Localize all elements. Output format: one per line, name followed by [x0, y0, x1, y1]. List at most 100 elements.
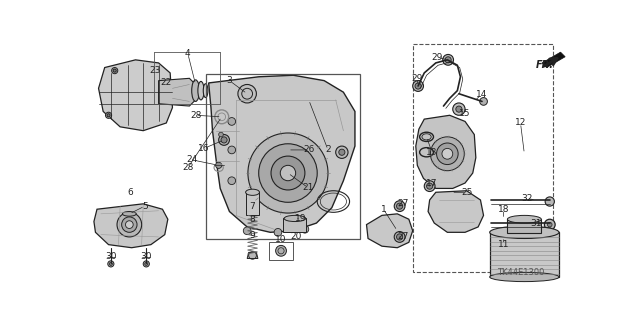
Text: 9: 9 — [250, 231, 255, 240]
Circle shape — [221, 137, 227, 143]
Text: 23: 23 — [150, 66, 161, 75]
Text: 11: 11 — [498, 240, 509, 249]
Circle shape — [456, 106, 462, 112]
Circle shape — [143, 261, 149, 267]
Polygon shape — [542, 52, 565, 68]
Text: 21: 21 — [302, 183, 314, 192]
Circle shape — [111, 68, 118, 74]
Circle shape — [280, 165, 296, 181]
Text: 6: 6 — [127, 188, 133, 197]
Text: 26: 26 — [303, 145, 314, 154]
Circle shape — [443, 55, 454, 65]
Circle shape — [427, 183, 433, 189]
Text: FR.: FR. — [536, 60, 554, 70]
Text: 8: 8 — [250, 216, 255, 225]
Text: 17: 17 — [426, 179, 438, 188]
Text: 7: 7 — [250, 202, 255, 211]
Circle shape — [452, 103, 465, 115]
Circle shape — [413, 81, 424, 92]
Circle shape — [336, 146, 348, 159]
Text: 28: 28 — [182, 163, 193, 172]
Circle shape — [424, 181, 435, 191]
Text: 12: 12 — [515, 118, 526, 128]
Polygon shape — [416, 115, 476, 189]
Circle shape — [271, 156, 305, 190]
Circle shape — [145, 262, 148, 265]
Circle shape — [106, 112, 111, 118]
Circle shape — [397, 234, 403, 240]
Circle shape — [228, 146, 236, 154]
Polygon shape — [428, 191, 484, 232]
Text: 27: 27 — [398, 198, 409, 208]
Circle shape — [545, 197, 554, 206]
Text: 13: 13 — [426, 148, 438, 157]
Text: 28: 28 — [190, 111, 201, 120]
Text: 4: 4 — [185, 49, 191, 58]
Text: 18: 18 — [498, 205, 509, 214]
Circle shape — [216, 162, 221, 168]
Circle shape — [394, 232, 405, 242]
Circle shape — [122, 217, 137, 232]
Bar — [206, 74, 360, 239]
Text: 3: 3 — [227, 76, 232, 85]
Text: 27: 27 — [398, 233, 409, 241]
Polygon shape — [209, 75, 355, 232]
Bar — [413, 44, 553, 271]
Text: 29: 29 — [431, 53, 443, 62]
Ellipse shape — [198, 81, 204, 100]
Text: 22: 22 — [161, 78, 172, 87]
Circle shape — [248, 133, 328, 213]
Circle shape — [436, 143, 458, 165]
Circle shape — [442, 148, 452, 159]
Bar — [490, 232, 559, 277]
Bar — [246, 192, 259, 215]
Bar — [269, 241, 293, 260]
Circle shape — [480, 98, 488, 105]
Circle shape — [219, 132, 223, 137]
Circle shape — [125, 221, 133, 228]
Circle shape — [259, 144, 317, 202]
Text: 24: 24 — [187, 155, 198, 164]
Polygon shape — [94, 204, 168, 248]
Ellipse shape — [204, 84, 208, 98]
Ellipse shape — [122, 211, 136, 216]
Circle shape — [107, 114, 110, 117]
Text: 14: 14 — [476, 90, 487, 99]
Circle shape — [109, 262, 113, 265]
Circle shape — [547, 222, 552, 227]
Text: 30: 30 — [105, 252, 116, 262]
Circle shape — [113, 69, 116, 72]
Text: 2: 2 — [325, 145, 331, 154]
Text: 30: 30 — [141, 252, 152, 262]
Text: 31: 31 — [530, 219, 541, 227]
Text: 32: 32 — [521, 194, 532, 203]
Circle shape — [431, 137, 464, 171]
Circle shape — [394, 201, 405, 211]
Text: 15: 15 — [460, 109, 471, 118]
Circle shape — [243, 227, 251, 235]
Text: 19: 19 — [295, 214, 307, 223]
Polygon shape — [367, 214, 413, 248]
Circle shape — [339, 149, 345, 155]
Circle shape — [545, 219, 555, 230]
Ellipse shape — [284, 215, 306, 221]
Ellipse shape — [246, 189, 259, 195]
Bar — [508, 219, 541, 233]
Text: 10: 10 — [275, 235, 286, 244]
Text: 16: 16 — [198, 144, 210, 153]
Ellipse shape — [490, 272, 559, 282]
Circle shape — [228, 177, 236, 185]
Ellipse shape — [490, 226, 559, 239]
Text: 20: 20 — [290, 232, 301, 241]
Polygon shape — [247, 252, 258, 258]
Text: TK44E1300: TK44E1300 — [497, 268, 544, 277]
Circle shape — [276, 245, 287, 256]
Ellipse shape — [192, 80, 200, 101]
Circle shape — [238, 85, 257, 103]
Polygon shape — [99, 60, 172, 131]
Text: 29: 29 — [412, 74, 423, 83]
Ellipse shape — [508, 215, 541, 223]
Text: 5: 5 — [142, 202, 148, 211]
Text: 1: 1 — [381, 205, 387, 214]
Circle shape — [397, 203, 403, 209]
